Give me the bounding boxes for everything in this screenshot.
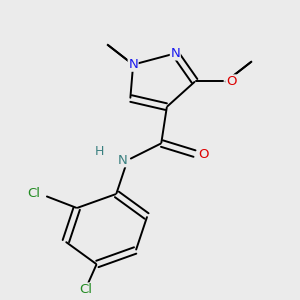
Text: N: N (128, 58, 138, 71)
Text: O: O (226, 75, 236, 88)
Text: N: N (118, 154, 128, 167)
Text: N: N (170, 47, 180, 60)
Text: Cl: Cl (27, 188, 40, 200)
Text: Cl: Cl (79, 283, 92, 296)
Text: O: O (198, 148, 208, 161)
Text: H: H (95, 145, 104, 158)
